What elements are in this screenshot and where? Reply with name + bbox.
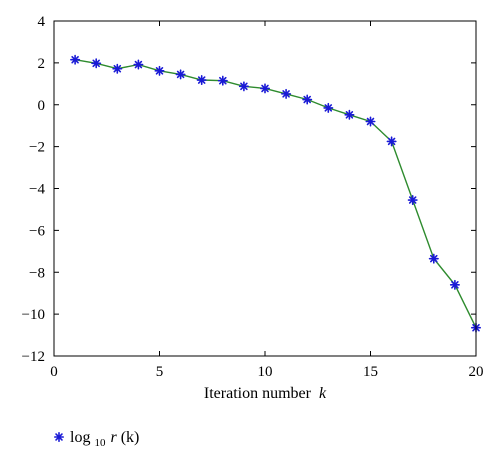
legend-label: log 10 r (k) [70, 429, 139, 450]
y-tick-label: −4 [29, 182, 45, 198]
data-point-marker [196, 75, 207, 86]
data-point-marker [323, 102, 334, 113]
y-tick-label: −6 [29, 223, 45, 239]
data-point-marker [302, 94, 313, 105]
data-point-marker [259, 83, 271, 94]
legend-label-prefix: log [70, 429, 90, 446]
legend-marker [53, 431, 65, 443]
plot-frame [53, 20, 477, 357]
x-tick-label: 20 [469, 364, 484, 380]
x-tick-label: 0 [50, 364, 58, 380]
data-point-marker [449, 279, 460, 290]
x-tick-label: 10 [258, 364, 273, 380]
y-tick-label: 2 [38, 56, 46, 72]
x-tick-label: 5 [156, 364, 164, 380]
data-point-marker [238, 81, 249, 92]
legend: log 10 r (k) [53, 429, 139, 450]
x-axis-title-var: k [319, 385, 327, 402]
y-tick-label: 4 [38, 14, 46, 30]
x-axis-title: Iteration number k [204, 385, 327, 402]
x-axis-title-text: Iteration number [204, 385, 312, 402]
data-point-marker [281, 88, 292, 99]
data-point-marker [217, 75, 228, 86]
data-point-marker [112, 63, 123, 74]
data-point-marker [386, 136, 397, 147]
data-point-marker [133, 59, 144, 70]
y-axis-ticks: 4 2 0 −2 −4 −6 −8 −10 −12 [22, 14, 476, 365]
y-tick-label: −2 [29, 140, 45, 156]
legend-label-subscript: 10 [94, 437, 106, 449]
y-tick-label: −8 [29, 265, 45, 281]
data-point-marker [407, 195, 418, 206]
data-point-marker [344, 109, 355, 120]
series-line [74, 59, 477, 329]
y-tick-label: 0 [38, 98, 46, 114]
data-point-marker [91, 58, 102, 69]
y-tick-label: −10 [22, 307, 45, 323]
legend-label-suffix: (k) [121, 429, 140, 446]
data-point-marker [154, 65, 165, 76]
data-point-marker [428, 253, 439, 264]
data-point-marker [365, 116, 376, 127]
legend-label-var: r [110, 429, 117, 446]
data-point-marker [70, 54, 81, 65]
x-axis-ticks: 0 5 10 15 20 [50, 21, 484, 380]
series-layer [70, 54, 482, 333]
data-point-marker [175, 69, 186, 80]
legend-marker-icon [53, 431, 65, 443]
x-tick-label: 15 [363, 364, 378, 380]
y-tick-label: −12 [22, 349, 45, 365]
